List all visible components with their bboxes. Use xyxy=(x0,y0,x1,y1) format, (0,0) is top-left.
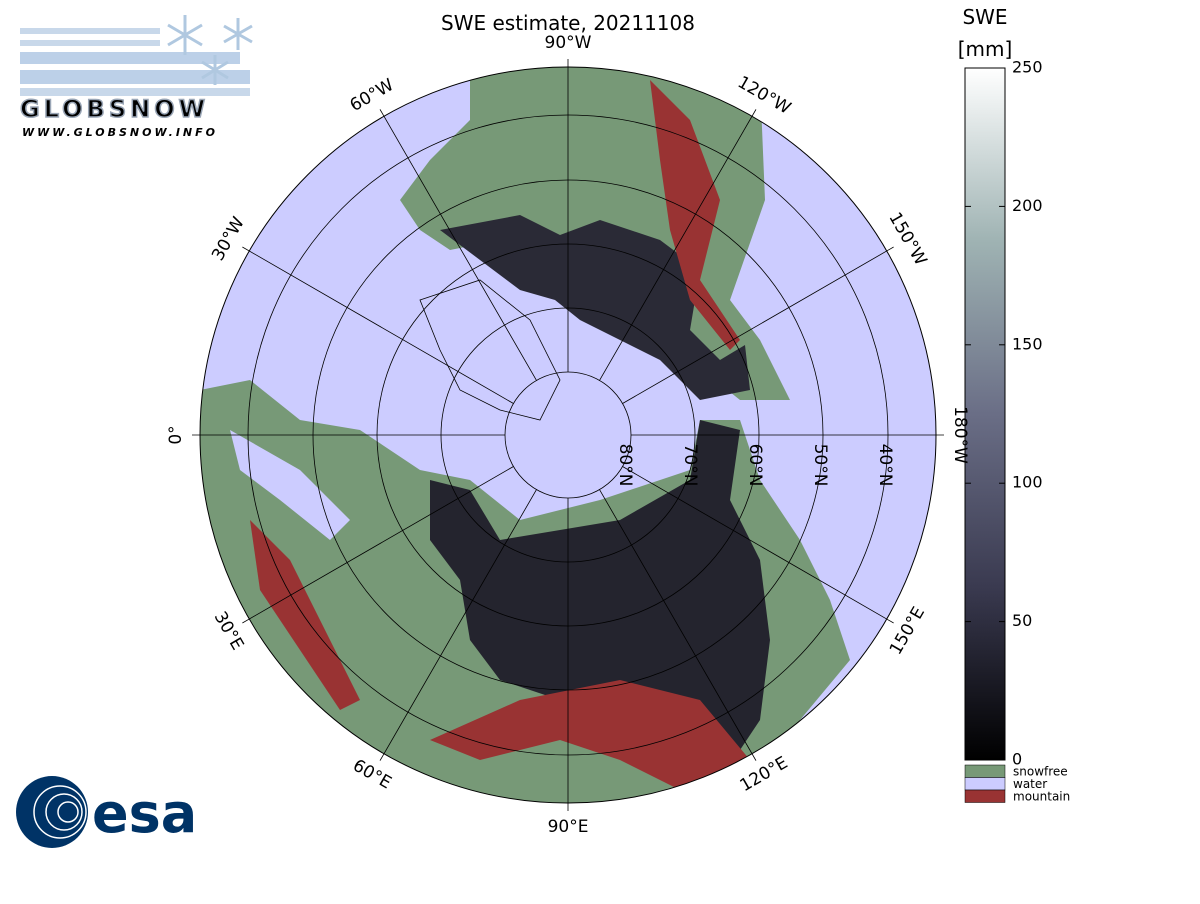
meridian xyxy=(622,246,894,404)
colorbar-tick-label: 50 xyxy=(1012,611,1032,630)
eurasia-mountain xyxy=(430,680,750,800)
colorbar-tick-label: 0 xyxy=(1012,750,1022,769)
legend-swatch xyxy=(964,789,1006,803)
longitude-label: 30°W xyxy=(208,214,249,265)
latitude-label: 40°N xyxy=(875,444,895,487)
longitude-label: 120°E xyxy=(737,753,792,796)
colorbar-tick-label: 200 xyxy=(1012,196,1043,215)
legend-label: water xyxy=(1013,777,1047,791)
greenland xyxy=(419,279,561,421)
longitude-label: 90°E xyxy=(548,817,589,837)
meridian xyxy=(622,466,894,624)
meridian xyxy=(242,246,514,404)
latitude-label: 80°N xyxy=(615,444,635,487)
esa-text: esa xyxy=(92,782,197,845)
longitude-label: 150°E xyxy=(886,604,929,659)
globsnow-text: GLOBSNOW xyxy=(20,95,209,123)
esa-logo: esa xyxy=(16,776,197,848)
globsnow-url: WWW.GLOBSNOW.INFO xyxy=(22,126,218,139)
globsnow-logo: GLOBSNOW WWW.GLOBSNOW.INFO xyxy=(19,15,253,139)
longitude-label: 30°E xyxy=(210,608,248,653)
longitude-label: 60°W xyxy=(347,75,398,116)
legend-label: snowfree xyxy=(1013,765,1068,779)
meridian xyxy=(242,466,514,624)
longitude-label: 90°W xyxy=(545,33,592,53)
legend-swatch xyxy=(964,777,1006,791)
meridian xyxy=(379,109,537,381)
graticule xyxy=(192,59,944,811)
na-snow xyxy=(440,215,750,400)
legend-swatch xyxy=(964,764,1006,778)
colorbar-unit: [mm] xyxy=(958,37,1013,61)
longitude-label: 0° xyxy=(166,425,186,444)
latitude-label: 60°N xyxy=(745,444,765,487)
meridian xyxy=(599,109,757,381)
colorbar-tick-label: 150 xyxy=(1012,334,1043,353)
meridian xyxy=(379,489,537,761)
meridian xyxy=(599,489,757,761)
colorbar xyxy=(964,67,1006,761)
colorbar-title: SWE xyxy=(962,5,1007,29)
colorbar-tick-label: 250 xyxy=(1012,58,1043,77)
latitude-label: 50°N xyxy=(810,444,830,487)
title: SWE estimate, 20211108 xyxy=(441,11,695,35)
europe-mountain xyxy=(250,520,360,710)
latitude-label: 70°N xyxy=(680,444,700,487)
sea xyxy=(230,430,350,540)
colorbar-tick-label: 100 xyxy=(1012,473,1043,492)
longitude-label: 60°E xyxy=(349,756,394,794)
longitude-label: 180°W xyxy=(950,406,970,464)
eurasia-snow xyxy=(430,420,770,780)
map xyxy=(200,67,936,803)
legend-label: mountain xyxy=(1013,790,1070,804)
